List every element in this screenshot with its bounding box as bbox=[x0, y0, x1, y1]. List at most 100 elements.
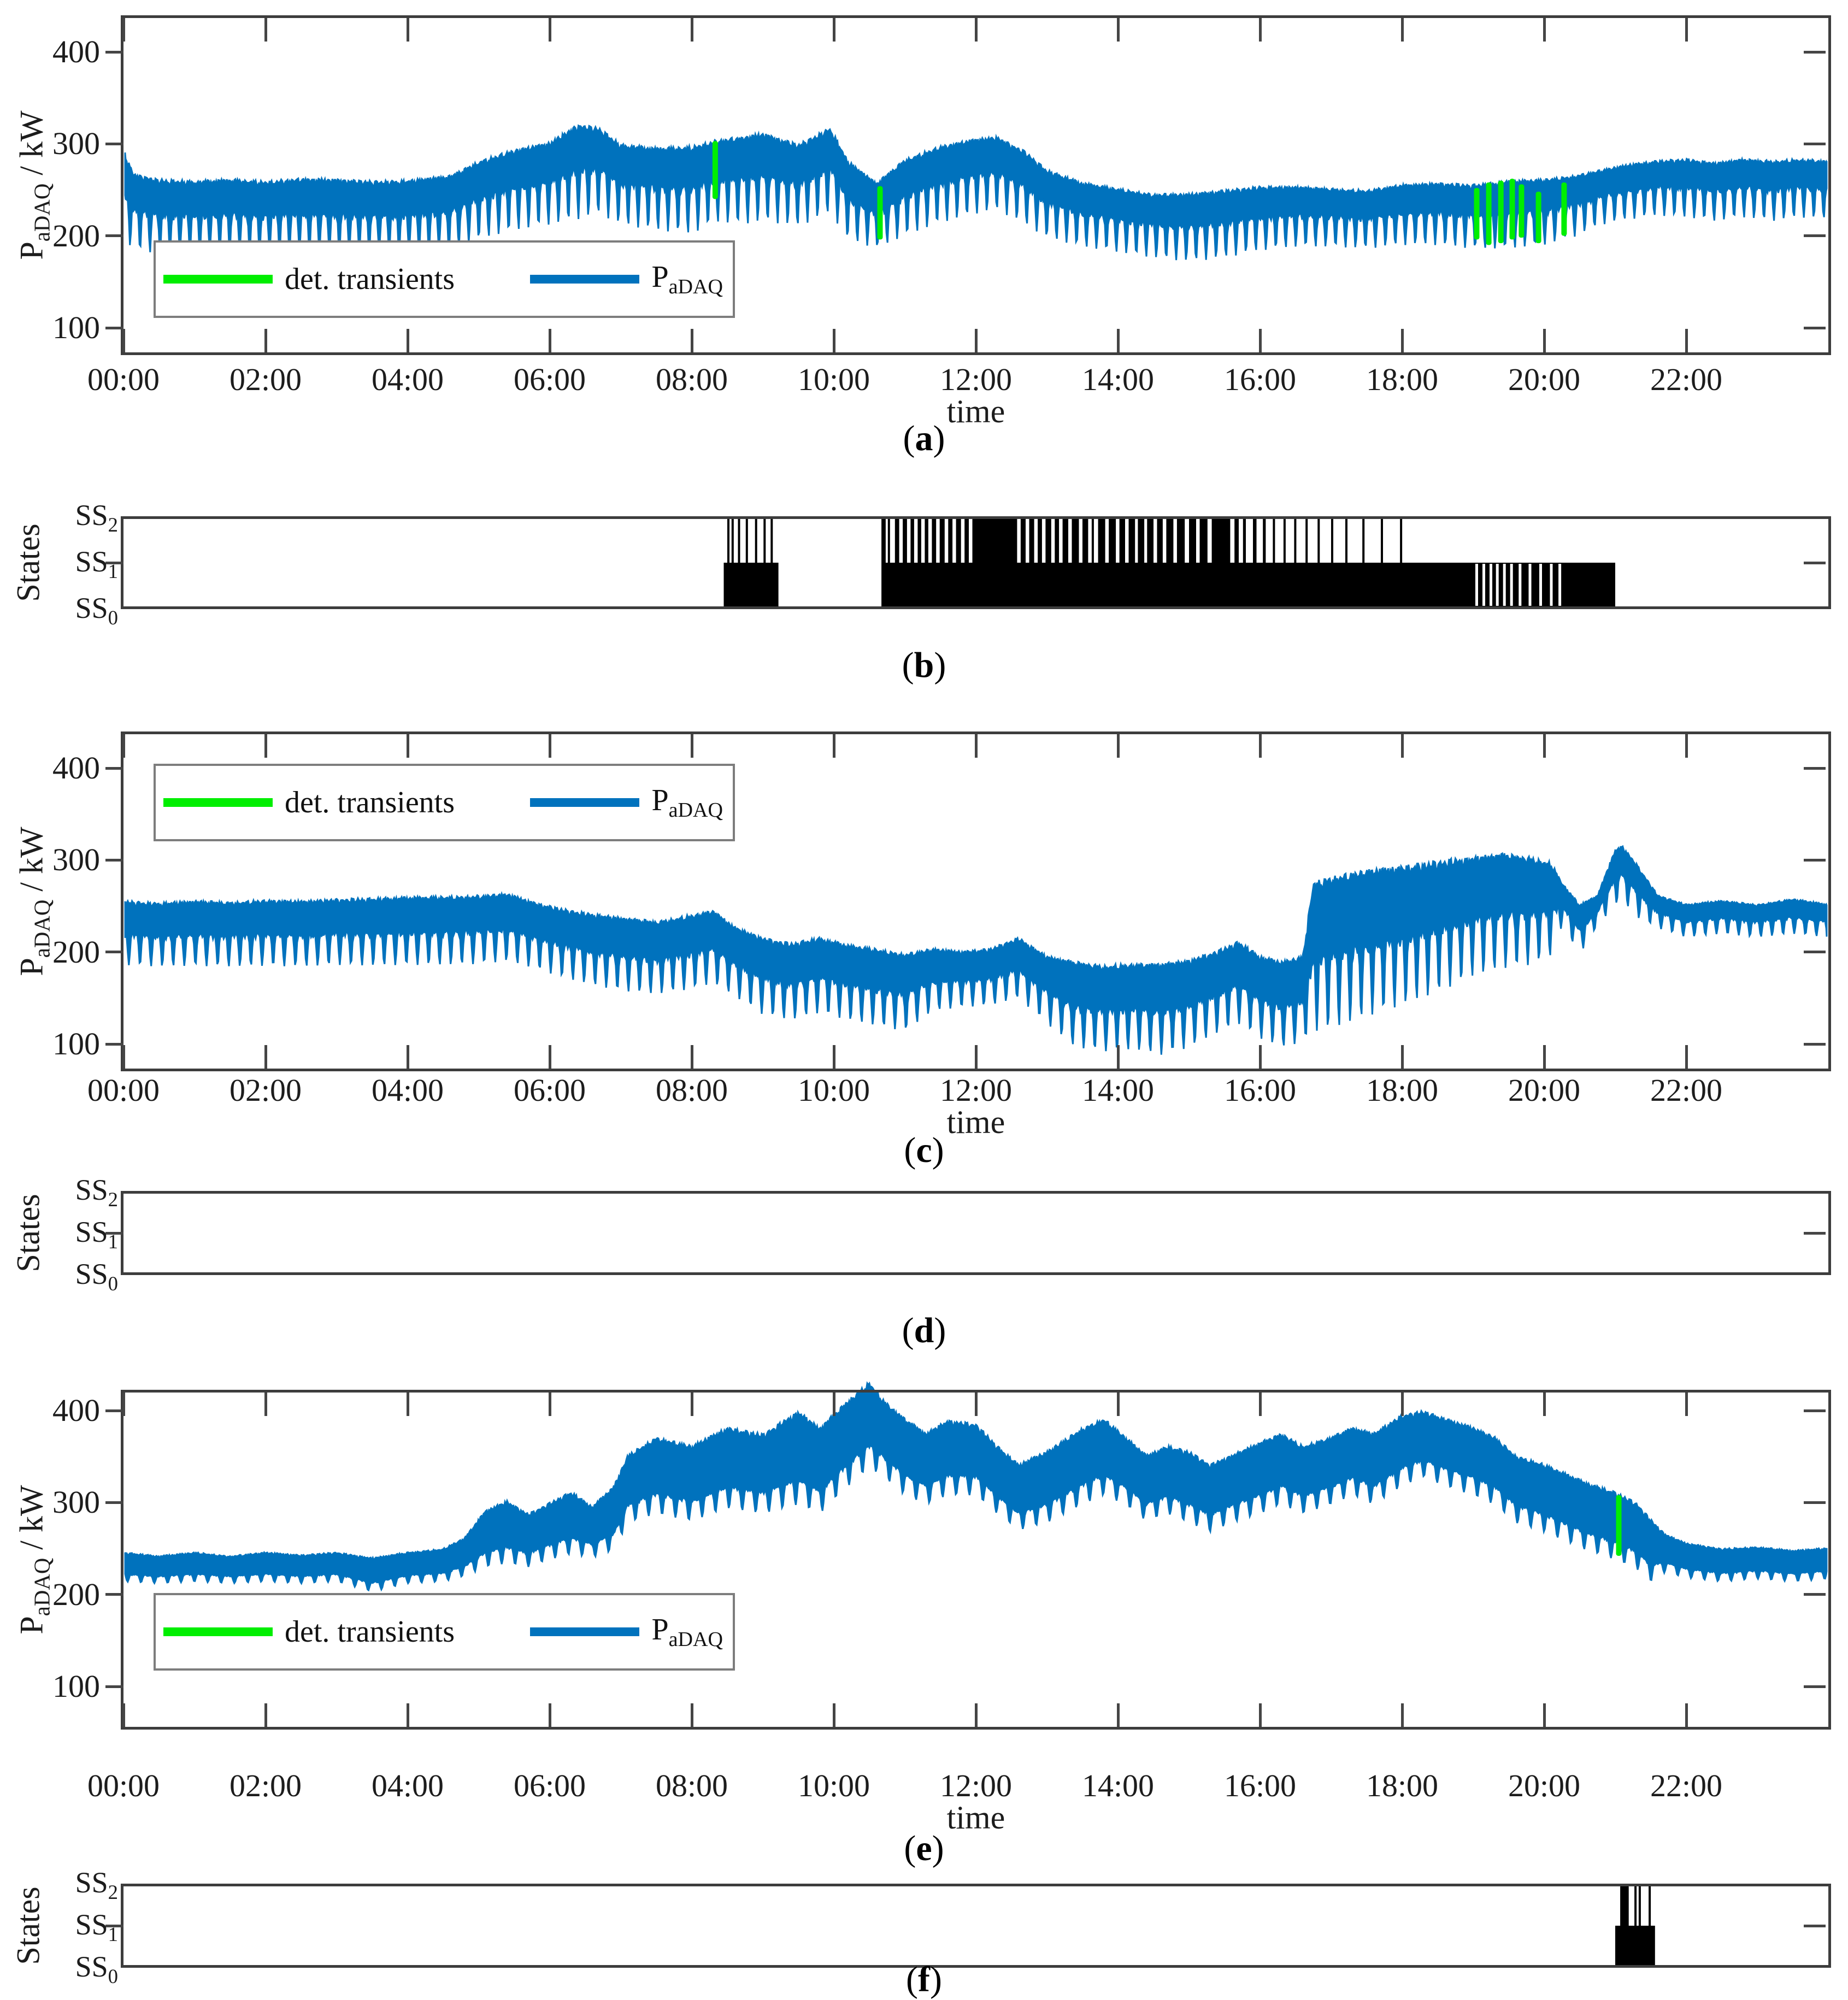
ss2-active-b bbox=[1189, 518, 1196, 563]
y-tick-label: 300 bbox=[52, 842, 100, 878]
x-tick bbox=[406, 1045, 409, 1069]
ss-level-label: SS1 bbox=[75, 545, 118, 582]
y-tick-label: 200 bbox=[52, 1576, 100, 1612]
y-tick-label: 400 bbox=[52, 1393, 100, 1428]
x-tick bbox=[1400, 734, 1404, 758]
y-tick bbox=[1804, 1685, 1826, 1688]
y-tick bbox=[1804, 326, 1826, 329]
signal-trace-c bbox=[124, 845, 1828, 1055]
x-tick bbox=[974, 329, 978, 352]
ss1-gap-b bbox=[1475, 564, 1478, 606]
x-tick bbox=[1685, 734, 1688, 758]
x-tick bbox=[1258, 18, 1262, 42]
x-tick bbox=[548, 734, 551, 758]
x-tick bbox=[264, 18, 267, 42]
y-tick-label: 100 bbox=[52, 310, 100, 345]
ss2-active-b bbox=[770, 518, 773, 563]
ss1-tick bbox=[1804, 1231, 1826, 1235]
legend-signal-swatch bbox=[530, 798, 640, 807]
x-tick bbox=[832, 1045, 835, 1069]
x-tick bbox=[548, 1393, 551, 1416]
x-tick bbox=[974, 1703, 978, 1727]
ss2-active-b bbox=[731, 518, 734, 563]
ss2-active-b bbox=[910, 518, 914, 563]
legend-transients-swatch bbox=[163, 275, 273, 284]
x-tick-label: 20:00 bbox=[1508, 1768, 1581, 1803]
x-tick bbox=[974, 1393, 978, 1416]
x-tick-label: 02:00 bbox=[229, 362, 302, 397]
y-tick bbox=[1804, 766, 1826, 770]
ss2-active-b bbox=[964, 518, 969, 563]
x-tick bbox=[1116, 1703, 1120, 1727]
x-tick bbox=[406, 329, 409, 352]
ss2-active-b bbox=[1199, 518, 1208, 563]
legend-signal-swatch bbox=[530, 1627, 640, 1636]
x-tick-label: 22:00 bbox=[1650, 1768, 1723, 1803]
ss2-active-b bbox=[1091, 518, 1094, 563]
ss2-active-b bbox=[1166, 518, 1174, 563]
x-tick-label: 20:00 bbox=[1508, 1072, 1581, 1108]
x-tick-label: 18:00 bbox=[1366, 1072, 1439, 1108]
x-tick bbox=[548, 18, 551, 42]
ss2-active-f bbox=[1620, 1886, 1629, 1926]
x-tick-label: 06:00 bbox=[513, 362, 586, 397]
x-tick bbox=[406, 734, 409, 758]
ss2-active-b bbox=[745, 518, 748, 563]
signal-trace-e bbox=[124, 1381, 1828, 1592]
caption-d: d bbox=[0, 1310, 1848, 1352]
ss1-gap-b bbox=[1510, 564, 1513, 606]
y-tick bbox=[1804, 50, 1826, 54]
x-tick-label: 02:00 bbox=[229, 1768, 302, 1803]
caption-c: c bbox=[0, 1130, 1848, 1171]
x-tick-label: 12:00 bbox=[939, 1768, 1013, 1803]
ss1-tick bbox=[105, 1924, 123, 1927]
x-tick-label: 14:00 bbox=[1081, 1072, 1155, 1108]
x-tick-label: 16:00 bbox=[1223, 1768, 1297, 1803]
transient-marker-a bbox=[712, 141, 718, 199]
x-tick bbox=[974, 1045, 978, 1069]
x-tick-label: 04:00 bbox=[371, 1768, 444, 1803]
x-tick-label: 08:00 bbox=[655, 1072, 728, 1108]
ss-level-label: SS0 bbox=[75, 1950, 118, 1987]
ss2-active-b bbox=[903, 518, 907, 563]
ss2-active-b bbox=[881, 518, 886, 563]
legend-e: det. transients PaDAQ bbox=[154, 1593, 735, 1671]
x-tick bbox=[122, 329, 125, 352]
x-tick bbox=[690, 1045, 693, 1069]
x-tick-label: 06:00 bbox=[513, 1768, 586, 1803]
y-tick bbox=[1804, 234, 1826, 238]
y-tick bbox=[105, 234, 123, 238]
ss2-active-b bbox=[1176, 518, 1185, 563]
x-tick bbox=[832, 329, 835, 352]
legend-signal-swatch bbox=[530, 275, 640, 284]
x-tick bbox=[1543, 329, 1546, 352]
y-tick bbox=[105, 142, 123, 145]
x-tick bbox=[690, 734, 693, 758]
x-tick bbox=[974, 18, 978, 42]
x-tick bbox=[832, 1393, 835, 1416]
ss2-active-b bbox=[1263, 518, 1266, 563]
y-tick bbox=[105, 326, 123, 329]
x-tick bbox=[1543, 1045, 1546, 1069]
caption-a: a bbox=[0, 418, 1848, 459]
x-tick bbox=[122, 1703, 125, 1727]
y-tick bbox=[1804, 1593, 1826, 1596]
y-tick-label: 400 bbox=[52, 750, 100, 786]
x-tick bbox=[1685, 18, 1688, 42]
x-tick-label: 20:00 bbox=[1508, 362, 1581, 397]
ss1-tick bbox=[105, 561, 123, 564]
x-tick bbox=[122, 1045, 125, 1069]
ss2-active-b bbox=[894, 518, 899, 563]
y-tick-label: 100 bbox=[52, 1026, 100, 1061]
ss2-active-b bbox=[1283, 518, 1286, 563]
ss2-active-b bbox=[738, 518, 740, 563]
ss2-active-b bbox=[1294, 518, 1297, 563]
legend-c: det. transients PaDAQ bbox=[154, 764, 735, 841]
x-tick-label: 14:00 bbox=[1081, 1768, 1155, 1803]
x-tick bbox=[1258, 1393, 1262, 1416]
x-tick bbox=[1543, 18, 1546, 42]
ss2-active-b bbox=[948, 518, 953, 563]
x-tick bbox=[1543, 1703, 1546, 1727]
x-tick-label: 16:00 bbox=[1223, 362, 1297, 397]
